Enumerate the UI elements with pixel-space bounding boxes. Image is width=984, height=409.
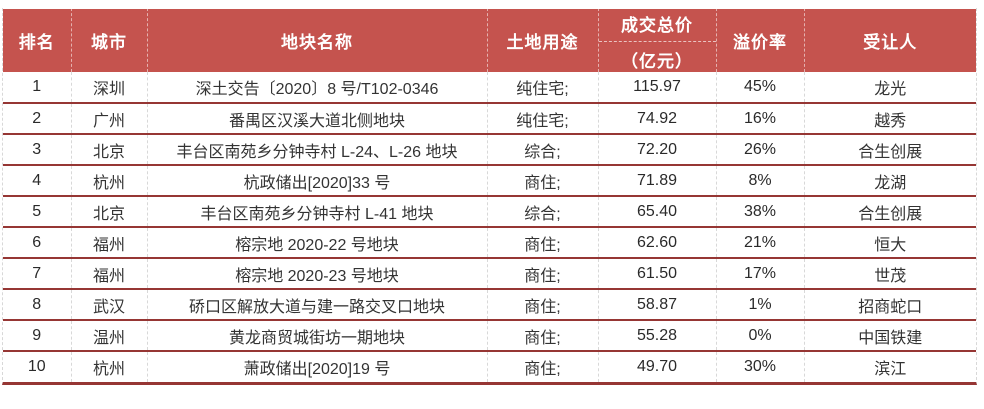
col-header-transferee: 受让人 bbox=[804, 8, 976, 72]
cell-land-use: 商住; bbox=[487, 319, 599, 351]
cell-land-use: 商住; bbox=[487, 164, 599, 196]
cell-premium-rate: 16% bbox=[716, 102, 805, 134]
cell-rank: 2 bbox=[3, 102, 72, 134]
cell-rank: 1 bbox=[3, 72, 72, 103]
cell-premium-rate: 8% bbox=[716, 164, 805, 196]
cell-total-price: 55.28 bbox=[598, 319, 717, 351]
cell-rank: 5 bbox=[3, 195, 72, 227]
cell-rank: 8 bbox=[3, 288, 72, 320]
cell-total-price: 61.50 bbox=[598, 257, 717, 289]
cell-city: 武汉 bbox=[71, 288, 148, 320]
cell-premium-rate: 30% bbox=[716, 350, 805, 382]
cell-transferee: 恒大 bbox=[804, 226, 976, 258]
cell-premium-rate: 1% bbox=[716, 288, 805, 320]
cell-transferee: 龙湖 bbox=[804, 164, 976, 196]
table-row: 5 北京 丰台区南苑乡分钟寺村 L-41 地块 综合; 65.40 38% 合生… bbox=[3, 195, 976, 227]
cell-premium-rate: 26% bbox=[716, 133, 805, 165]
table-row: 1 深圳 深土交告〔2020〕8 号/T102-0346 纯住宅; 115.97… bbox=[3, 72, 976, 103]
cell-city: 福州 bbox=[71, 257, 148, 289]
table-row: 7 福州 榕宗地 2020-23 号地块 商住; 61.50 17% 世茂 bbox=[3, 257, 976, 289]
header-row: 排名 城市 地块名称 土地用途 成交总价 （亿元） 溢价率 受让人 bbox=[3, 8, 976, 72]
cell-land-use: 商住; bbox=[487, 257, 599, 289]
cell-city: 北京 bbox=[71, 195, 148, 227]
cell-land-use: 纯住宅; bbox=[487, 102, 599, 134]
land-transactions-table: 排名 城市 地块名称 土地用途 成交总价 （亿元） 溢价率 受让人 1 深圳 深… bbox=[2, 8, 977, 385]
col-header-land-use: 土地用途 bbox=[487, 8, 599, 72]
cell-city: 杭州 bbox=[71, 350, 148, 382]
cell-plot-name: 榕宗地 2020-23 号地块 bbox=[147, 257, 488, 289]
cell-transferee: 合生创展 bbox=[804, 133, 976, 165]
table-row: 3 北京 丰台区南苑乡分钟寺村 L-24、L-26 地块 综合; 72.20 2… bbox=[3, 133, 976, 165]
table-body: 1 深圳 深土交告〔2020〕8 号/T102-0346 纯住宅; 115.97… bbox=[3, 72, 976, 382]
table-row: 8 武汉 硚口区解放大道与建一路交叉口地块 商住; 58.87 1% 招商蛇口 bbox=[3, 288, 976, 320]
cell-plot-name: 硚口区解放大道与建一路交叉口地块 bbox=[147, 288, 488, 320]
col-header-city: 城市 bbox=[71, 8, 148, 72]
cell-city: 福州 bbox=[71, 226, 148, 258]
cell-plot-name: 丰台区南苑乡分钟寺村 L-24、L-26 地块 bbox=[147, 133, 488, 165]
cell-rank: 6 bbox=[3, 226, 72, 258]
cell-plot-name: 丰台区南苑乡分钟寺村 L-41 地块 bbox=[147, 195, 488, 227]
cell-premium-rate: 0% bbox=[716, 319, 805, 351]
col-header-total-price-line1: 成交总价 bbox=[598, 9, 716, 42]
cell-plot-name: 萧政储出[2020]19 号 bbox=[147, 350, 488, 382]
cell-rank: 7 bbox=[3, 257, 72, 289]
cell-total-price: 72.20 bbox=[598, 133, 717, 165]
cell-city: 杭州 bbox=[71, 164, 148, 196]
cell-transferee: 越秀 bbox=[804, 102, 976, 134]
cell-plot-name: 黄龙商贸城街坊一期地块 bbox=[147, 319, 488, 351]
cell-land-use: 商住; bbox=[487, 226, 599, 258]
cell-premium-rate: 17% bbox=[716, 257, 805, 289]
cell-plot-name: 榕宗地 2020-22 号地块 bbox=[147, 226, 488, 258]
cell-land-use: 商住; bbox=[487, 288, 599, 320]
cell-rank: 3 bbox=[3, 133, 72, 165]
cell-rank: 9 bbox=[3, 319, 72, 351]
cell-land-use: 综合; bbox=[487, 133, 599, 165]
cell-total-price: 58.87 bbox=[598, 288, 717, 320]
cell-total-price: 74.92 bbox=[598, 102, 717, 134]
cell-city: 温州 bbox=[71, 319, 148, 351]
cell-transferee: 招商蛇口 bbox=[804, 288, 976, 320]
cell-plot-name: 深土交告〔2020〕8 号/T102-0346 bbox=[147, 72, 488, 103]
col-header-rank: 排名 bbox=[3, 8, 72, 72]
cell-total-price: 65.40 bbox=[598, 195, 717, 227]
cell-premium-rate: 38% bbox=[716, 195, 805, 227]
table-row: 4 杭州 杭政储出[2020]33 号 商住; 71.89 8% 龙湖 bbox=[3, 164, 976, 196]
cell-transferee: 龙光 bbox=[874, 81, 907, 98]
cell-premium-rate: 45% bbox=[716, 72, 805, 103]
cell-total-price: 71.89 bbox=[598, 164, 717, 196]
cell-land-use: 综合; bbox=[487, 195, 599, 227]
col-header-plot-name: 地块名称 bbox=[147, 8, 488, 72]
table: 排名 城市 地块名称 土地用途 成交总价 （亿元） 溢价率 受让人 1 深圳 深… bbox=[3, 8, 976, 382]
cell-total-price: 49.70 bbox=[598, 350, 717, 382]
cell-plot-name: 番禺区汉溪大道北侧地块 bbox=[147, 102, 488, 134]
cell-transferee: 滨江 bbox=[804, 350, 976, 382]
table-row: 6 福州 榕宗地 2020-22 号地块 商住; 62.60 21% 恒大 bbox=[3, 226, 976, 258]
col-header-total-price-unit: （亿元） bbox=[621, 52, 693, 71]
table-row: 9 温州 黄龙商贸城街坊一期地块 商住; 55.28 0% 中国铁建 bbox=[3, 319, 976, 351]
cell-transferee: 中国铁建 bbox=[804, 319, 976, 351]
table-row: 2 广州 番禺区汉溪大道北侧地块 纯住宅; 74.92 16% 越秀 bbox=[3, 102, 976, 134]
cell-transferee: 合生创展 bbox=[804, 195, 976, 227]
cell-city: 北京 bbox=[71, 133, 148, 165]
cell-land-use: 商住; bbox=[487, 350, 599, 382]
cell-rank: 4 bbox=[3, 164, 72, 196]
cell-total-price: 115.97 bbox=[598, 72, 717, 103]
cell-city: 广州 bbox=[71, 102, 148, 134]
cell-rank: 10 bbox=[3, 350, 72, 382]
cell-transferee: 世茂 bbox=[804, 257, 976, 289]
cell-land-use: 纯住宅; bbox=[487, 72, 599, 103]
table-row: 10 杭州 萧政储出[2020]19 号 商住; 49.70 30% 滨江 bbox=[3, 350, 976, 382]
cell-city: 深圳 bbox=[71, 72, 148, 103]
cell-premium-rate: 21% bbox=[716, 226, 805, 258]
col-header-premium-rate: 溢价率 bbox=[716, 8, 805, 72]
col-header-total-price: 成交总价 （亿元） bbox=[598, 8, 717, 72]
cell-plot-name: 杭政储出[2020]33 号 bbox=[147, 164, 488, 196]
cell-total-price: 62.60 bbox=[598, 226, 717, 258]
